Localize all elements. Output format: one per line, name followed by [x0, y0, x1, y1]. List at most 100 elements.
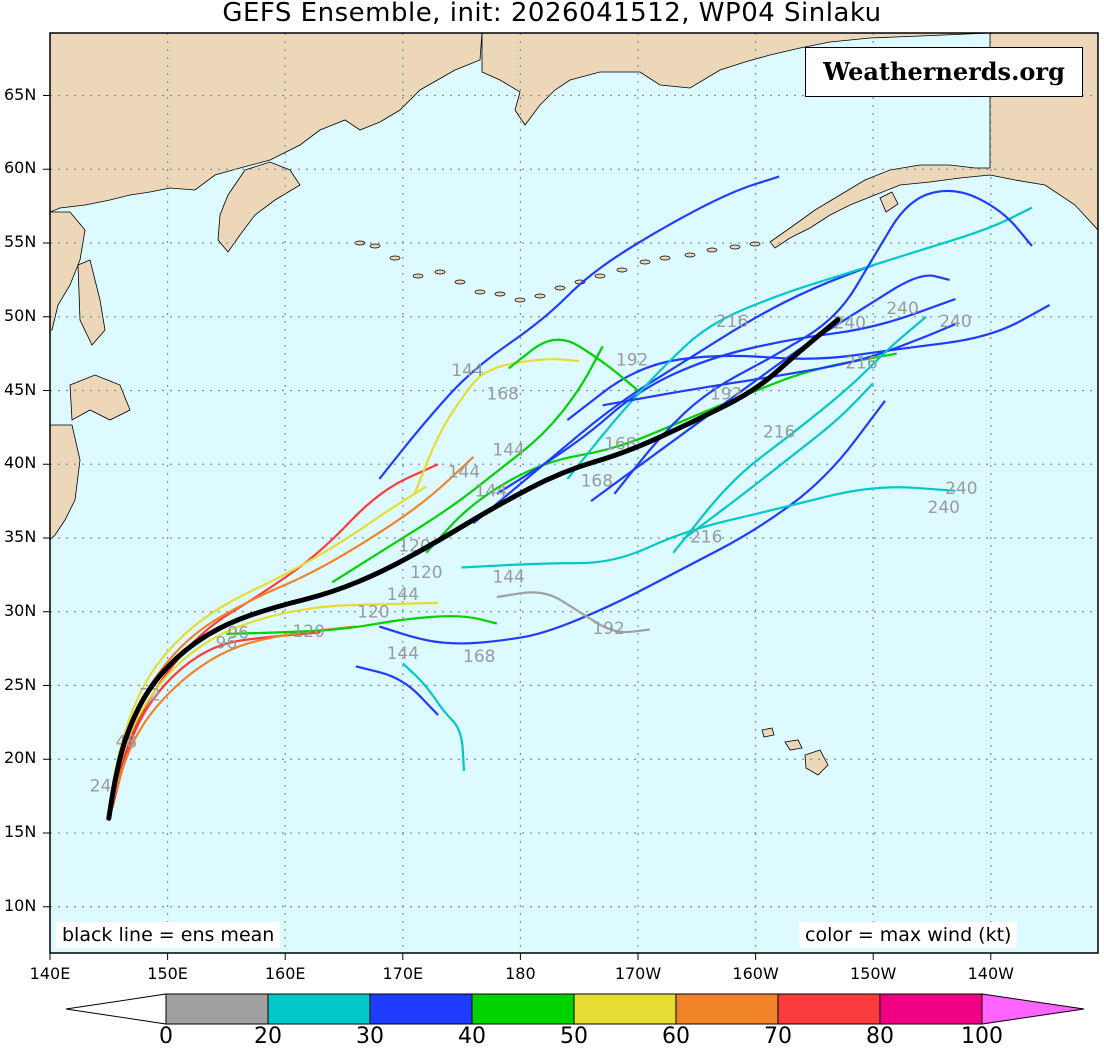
aleutian-island [454, 279, 466, 285]
colorbar-tick: 100 [961, 1024, 1003, 1049]
colorbar-low-arrow [65, 993, 167, 1025]
forecast-hour-label: 240 [939, 312, 971, 332]
forecast-hour-label: 192 [616, 350, 648, 370]
forecast-hour-label: 168 [487, 384, 519, 404]
aleutian-island [659, 255, 671, 261]
latitude-label: 20N [4, 748, 37, 768]
latitude-label: 50N [4, 305, 37, 325]
latitude-label: 65N [4, 84, 37, 104]
forecast-hour-label: 240 [833, 314, 865, 334]
member-track [566, 206, 1033, 480]
longitude-label: 140E [29, 964, 71, 983]
forecast-hour-label: 168 [463, 647, 495, 667]
member-track [602, 323, 956, 407]
longitude-label: 140W [967, 964, 1014, 983]
alaska-landmass [481, 33, 991, 126]
aleutian-island [594, 273, 606, 279]
forecast-hour-label: 216 [690, 527, 722, 547]
member-track [566, 304, 1051, 421]
forecast-hour-label: 216 [845, 353, 877, 373]
colorbar-bin [369, 993, 473, 1025]
chukotka [50, 33, 483, 213]
forecast-hour-label: 216 [763, 423, 795, 443]
member-track [472, 264, 874, 525]
colorbar-high-arrow [981, 993, 1085, 1025]
aleutian-island [639, 259, 651, 265]
colorbar-tick: 50 [560, 1024, 588, 1049]
latitude-label: 40N [4, 453, 37, 473]
member-track [496, 591, 650, 634]
latitude-label: 35N [4, 527, 37, 546]
member-track [413, 358, 580, 495]
longitude-label: 150W [850, 964, 897, 983]
longitude-label: 180 [505, 964, 536, 983]
member-track [425, 352, 897, 554]
longitude-label: 170W [614, 964, 662, 983]
forecast-hour-label: 144 [492, 440, 524, 460]
oahu [761, 727, 775, 738]
aleutian-island [434, 269, 446, 275]
longitude-label: 150E [147, 964, 188, 983]
colorbar-tick: 30 [356, 1024, 384, 1049]
member-track [331, 345, 604, 584]
aleutian-island [412, 273, 424, 279]
ensemble-mean-track [106, 317, 841, 821]
colorbar-bin [267, 993, 371, 1025]
forecast-hour-label: 120 [410, 563, 442, 583]
sakhalin [77, 259, 106, 346]
axis-ticks [43, 95, 992, 960]
aleutian-island [369, 243, 381, 249]
color-note: color = max wind (kt) [799, 922, 1018, 948]
aleutian-island [554, 285, 566, 291]
latitude-label: 15N [4, 822, 37, 841]
colorbar-tick: 60 [662, 1024, 690, 1049]
member-track [402, 662, 466, 772]
colorbar-tick: 0 [159, 1024, 173, 1049]
member-track [461, 486, 956, 569]
member-track [378, 400, 886, 645]
colorbar-tick: 20 [254, 1024, 282, 1049]
maui [784, 739, 803, 751]
aleutian-island [494, 291, 506, 297]
colorbar-bin [471, 993, 575, 1025]
aleutian-island [684, 252, 696, 258]
member-track [355, 665, 439, 716]
honshu [50, 424, 81, 541]
member-track [684, 382, 874, 539]
forecast-hour-label: 24 [90, 777, 112, 797]
hawaii-big-island [804, 749, 829, 776]
colorbar-bin [573, 993, 677, 1025]
colorbar-bin [879, 993, 983, 1025]
colorbar-bin [675, 993, 779, 1025]
wind-colorbar [65, 993, 1085, 1025]
forecast-hour-label: 144 [387, 585, 419, 605]
latitude-label: 10N [4, 895, 37, 915]
member-track [590, 274, 950, 502]
forecast-hour-label: 192 [592, 619, 624, 639]
forecast-hour-label: 240 [928, 498, 960, 518]
ocean-background [50, 33, 1098, 953]
watermark-logo: Weathernerds.org [805, 47, 1083, 97]
mean-line-note: black line = ens mean [56, 922, 281, 948]
longitude-label: 160E [264, 964, 306, 983]
forecast-hour-label: 144 [448, 463, 480, 483]
aleutian-island [474, 289, 486, 295]
member-track [110, 463, 439, 812]
colorbar-tick: 80 [866, 1024, 894, 1049]
member-track [378, 175, 780, 480]
hokkaido [69, 374, 131, 421]
member-track [496, 297, 956, 495]
longitude-label: 160W [732, 964, 779, 983]
colorbar-bin [777, 993, 881, 1025]
aleutian-island [706, 247, 718, 253]
member-track [507, 338, 639, 392]
colorbar-tick: 40 [458, 1024, 486, 1049]
kodiak-island [879, 191, 899, 213]
aleutian-island [389, 255, 401, 261]
longitude-label: 170E [382, 964, 424, 983]
forecast-hour-label: 168 [581, 471, 613, 491]
colorbar-tick: 70 [764, 1024, 792, 1049]
latitude-label: 45N [4, 379, 37, 399]
aleutian-island [534, 293, 546, 299]
